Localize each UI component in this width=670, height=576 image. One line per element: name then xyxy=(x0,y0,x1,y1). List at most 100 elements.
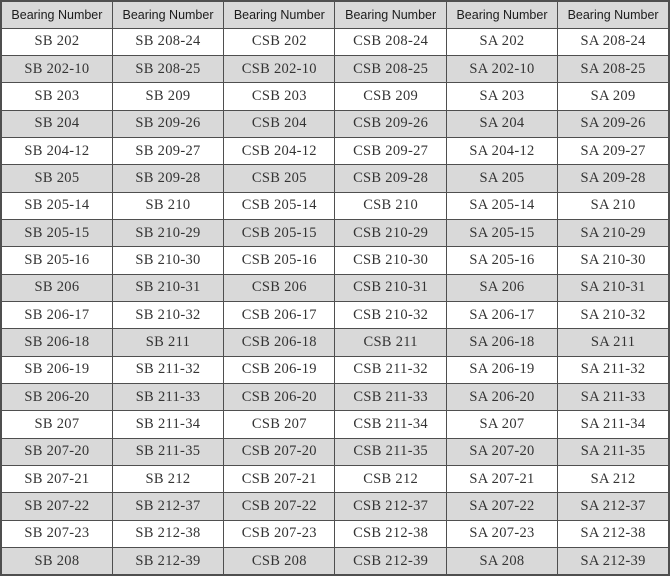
bearing-number-cell: SB 205-15 xyxy=(0,218,113,248)
bearing-number-cell: CSB 212-37 xyxy=(334,492,447,521)
bearing-number-cell: SB 207-22 xyxy=(0,492,113,521)
bearing-number-cell: SA 210-30 xyxy=(557,246,670,275)
bearing-number-cell: SB 207 xyxy=(0,410,113,439)
bearing-number-cell: SB 211 xyxy=(111,328,225,357)
bearing-number-cell: SB 209 xyxy=(111,82,225,111)
bearing-number-cell: SA 209-26 xyxy=(557,109,670,138)
bearing-number-cell: CSB 203 xyxy=(223,82,336,111)
table-row: SB 202-10 SB 208-25 CSB 202-10 CSB 208-25 SA… xyxy=(0,54,670,84)
table-head: Bearing Number Bearing Number Bearing Numb… xyxy=(0,0,670,29)
bearing-number-cell: CSB 208 xyxy=(223,547,336,576)
bearing-number-cell: SA 206-17 xyxy=(445,300,559,330)
column-header: Bearing Number xyxy=(445,0,559,29)
bearing-number-cell: CSB 206-18 xyxy=(223,328,336,357)
bearing-number-cell: SA 209-28 xyxy=(557,164,670,193)
table-row: SB 203 SB 209 CSB 203 CSB 209 SA 203 SA 209 xyxy=(0,82,670,111)
bearing-number-cell: SA 204 xyxy=(445,109,559,138)
bearing-number-cell: SB 206-20 xyxy=(0,382,113,412)
bearing-number-cell: CSB 209 xyxy=(334,82,447,111)
bearing-number-cell: SB 205 xyxy=(0,164,113,193)
bearing-number-cell: SB 207-23 xyxy=(0,519,113,549)
bearing-number-cell: CSB 209-26 xyxy=(334,109,447,138)
bearing-number-cell: SB 212 xyxy=(111,464,225,494)
bearing-number-cell: SB 209-28 xyxy=(111,164,225,193)
bearing-number-cell: SB 208 xyxy=(0,547,113,576)
bearing-number-cell: SA 207 xyxy=(445,410,559,439)
bearing-number-cell: CSB 207-23 xyxy=(223,519,336,549)
table-row: SB 206-17 SB 210-32 CSB 206-17 CSB 210-32 SA… xyxy=(0,300,670,330)
bearing-number-cell: SA 210 xyxy=(557,191,670,220)
table-row: SB 205-14 SB 210 CSB 205-14 CSB 210 SA 205-1… xyxy=(0,191,670,220)
bearing-number-cell: CSB 209-27 xyxy=(334,136,447,166)
bearing-number-cell: SB 212-37 xyxy=(111,492,225,521)
bearing-number-cell: SB 205-14 xyxy=(0,191,113,220)
bearing-number-cell: CSB 205-14 xyxy=(223,191,336,220)
bearing-number-cell: CSB 210 xyxy=(334,191,447,220)
bearing-number-cell: SA 204-12 xyxy=(445,136,559,166)
bearing-number-cell: CSB 212-39 xyxy=(334,547,447,576)
bearing-number-cell: SB 211-33 xyxy=(111,382,225,412)
bearing-number-cell: CSB 211-35 xyxy=(334,437,447,467)
table-row: SB 207-21 SB 212 CSB 207-21 CSB 212 SA 207-2… xyxy=(0,464,670,494)
bearing-number-cell: SA 205-15 xyxy=(445,218,559,248)
bearing-number-cell: SB 202 xyxy=(0,27,113,56)
bearing-number-cell: SB 208-25 xyxy=(111,54,225,84)
bearing-number-cell: SA 206-19 xyxy=(445,355,559,384)
bearing-number-cell: CSB 210-29 xyxy=(334,218,447,248)
bearing-number-cell: SA 208 xyxy=(445,547,559,576)
table-row: SB 204 SB 209-26 CSB 204 CSB 209-26 SA 204 SA… xyxy=(0,109,670,138)
table-row: SB 206-18 SB 211 CSB 206-18 CSB 211 SA 206-1… xyxy=(0,328,670,357)
bearing-number-cell: SB 209-27 xyxy=(111,136,225,166)
bearing-number-cell: SA 207-23 xyxy=(445,519,559,549)
bearing-number-cell: CSB 204-12 xyxy=(223,136,336,166)
bearing-number-cell: CSB 210-30 xyxy=(334,246,447,275)
column-header: Bearing Number xyxy=(334,0,447,29)
bearing-number-cell: SB 204 xyxy=(0,109,113,138)
bearing-number-cell: CSB 206-17 xyxy=(223,300,336,330)
bearing-number-cell: SA 205-14 xyxy=(445,191,559,220)
bearing-number-cell: SA 211-35 xyxy=(557,437,670,467)
table-row: SB 205 SB 209-28 CSB 205 CSB 209-28 SA 205 SA… xyxy=(0,164,670,193)
bearing-number-cell: SA 205 xyxy=(445,164,559,193)
bearing-number-cell: SA 212 xyxy=(557,464,670,494)
bearing-number-cell: SB 203 xyxy=(0,82,113,111)
table-row: SB 205-15 SB 210-29 CSB 205-15 CSB 210-29 SA… xyxy=(0,218,670,248)
bearing-number-cell: CSB 211-32 xyxy=(334,355,447,384)
bearing-number-cell: SA 207-20 xyxy=(445,437,559,467)
bearing-number-cell: SB 210-30 xyxy=(111,246,225,275)
bearing-number-cell: SB 204-12 xyxy=(0,136,113,166)
bearing-number-cell: CSB 211-33 xyxy=(334,382,447,412)
column-header: Bearing Number xyxy=(223,0,336,29)
bearing-number-cell: SA 207-21 xyxy=(445,464,559,494)
bearing-number-cell: CSB 208-24 xyxy=(334,27,447,56)
bearing-number-cell: SB 210-31 xyxy=(111,273,225,302)
bearing-number-cell: SA 207-22 xyxy=(445,492,559,521)
column-header: Bearing Number xyxy=(557,0,670,29)
bearing-number-cell: SB 210-29 xyxy=(111,218,225,248)
bearing-number-cell: SB 207-21 xyxy=(0,464,113,494)
bearing-number-cell: SB 207-20 xyxy=(0,437,113,467)
bearing-number-cell: SA 212-38 xyxy=(557,519,670,549)
bearing-number-cell: SB 211-34 xyxy=(111,410,225,439)
bearing-number-cell: CSB 210-31 xyxy=(334,273,447,302)
bearing-number-cell: SB 206-17 xyxy=(0,300,113,330)
bearing-number-cell: CSB 211 xyxy=(334,328,447,357)
bearing-number-cell: CSB 202 xyxy=(223,27,336,56)
bearing-number-cell: SA 205-16 xyxy=(445,246,559,275)
header-row: Bearing Number Bearing Number Bearing Numb… xyxy=(0,0,670,29)
bearing-number-cell: SA 208-24 xyxy=(557,27,670,56)
bearing-number-cell: SB 206-18 xyxy=(0,328,113,357)
bearing-number-cell: SB 209-26 xyxy=(111,109,225,138)
bearing-number-cell: SA 206 xyxy=(445,273,559,302)
table-row: SB 208 SB 212-39 CSB 208 CSB 212-39 SA 208 SA… xyxy=(0,547,670,576)
bearing-number-cell: CSB 211-34 xyxy=(334,410,447,439)
bearing-number-cell: SB 212-39 xyxy=(111,547,225,576)
bearing-number-cell: SB 202-10 xyxy=(0,54,113,84)
bearing-number-cell: CSB 205-16 xyxy=(223,246,336,275)
bearing-number-cell: CSB 207-20 xyxy=(223,437,336,467)
bearing-number-cell: CSB 204 xyxy=(223,109,336,138)
table-row: SB 207-20 SB 211-35 CSB 207-20 CSB 211-35 SA… xyxy=(0,437,670,467)
table-row: SB 205-16 SB 210-30 CSB 205-16 CSB 210-30 SA… xyxy=(0,246,670,275)
bearing-number-cell: SA 206-20 xyxy=(445,382,559,412)
table-row: SB 206-20 SB 211-33 CSB 206-20 CSB 211-33 SA… xyxy=(0,382,670,412)
